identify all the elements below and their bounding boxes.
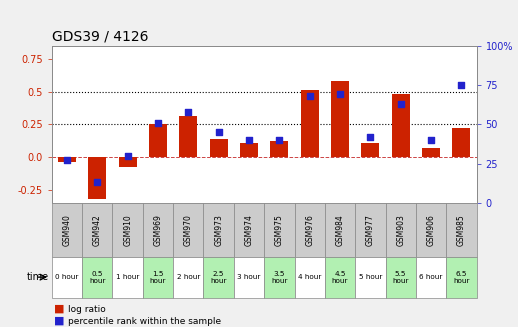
Text: 1.5
hour: 1.5 hour — [150, 271, 166, 284]
Bar — [355, 203, 385, 257]
Bar — [392, 94, 410, 157]
Bar — [446, 257, 477, 298]
Text: 6 hour: 6 hour — [420, 274, 443, 280]
Text: 3.5
hour: 3.5 hour — [271, 271, 287, 284]
Text: 4 hour: 4 hour — [298, 274, 321, 280]
Point — [275, 137, 283, 143]
Bar — [82, 203, 112, 257]
Bar — [416, 203, 446, 257]
Bar — [234, 257, 264, 298]
Bar — [264, 203, 295, 257]
Text: GSM973: GSM973 — [214, 214, 223, 246]
Text: GSM906: GSM906 — [426, 214, 436, 246]
Bar — [119, 157, 137, 167]
Bar — [143, 257, 173, 298]
Bar — [82, 257, 112, 298]
Bar — [234, 203, 264, 257]
Point — [154, 120, 162, 125]
Bar — [325, 203, 355, 257]
Text: percentile rank within the sample: percentile rank within the sample — [68, 317, 222, 326]
Bar — [416, 257, 446, 298]
Text: GSM985: GSM985 — [457, 214, 466, 246]
Point — [214, 129, 223, 135]
Bar — [173, 203, 204, 257]
Text: GSM910: GSM910 — [123, 214, 132, 246]
Bar — [112, 257, 143, 298]
Text: 1 hour: 1 hour — [116, 274, 139, 280]
Point — [397, 101, 405, 107]
Bar — [88, 157, 106, 199]
Point — [427, 137, 435, 143]
Point — [123, 153, 132, 158]
Bar — [355, 257, 385, 298]
Bar — [240, 143, 258, 157]
Point — [366, 134, 375, 139]
Bar — [264, 257, 295, 298]
Bar — [361, 143, 380, 157]
Bar — [112, 203, 143, 257]
Text: GSM976: GSM976 — [305, 214, 314, 246]
Text: 5.5
hour: 5.5 hour — [393, 271, 409, 284]
Bar — [422, 148, 440, 157]
Text: ■: ■ — [54, 316, 65, 326]
Bar — [149, 124, 167, 157]
Bar — [300, 90, 319, 157]
Bar — [452, 128, 470, 157]
Point — [93, 180, 102, 185]
Bar — [385, 203, 416, 257]
Bar — [210, 139, 228, 157]
Text: GSM977: GSM977 — [366, 214, 375, 246]
Text: GSM974: GSM974 — [244, 214, 253, 246]
Text: 6.5
hour: 6.5 hour — [453, 271, 470, 284]
Point — [306, 94, 314, 99]
Bar — [173, 257, 204, 298]
Point — [63, 158, 71, 163]
Text: GSM970: GSM970 — [184, 214, 193, 246]
Text: 5 hour: 5 hour — [358, 274, 382, 280]
Text: GSM942: GSM942 — [93, 214, 102, 246]
Bar — [179, 116, 197, 157]
Text: 2.5
hour: 2.5 hour — [210, 271, 227, 284]
Text: log ratio: log ratio — [68, 304, 106, 314]
Bar — [204, 257, 234, 298]
Text: GSM984: GSM984 — [336, 214, 344, 246]
Bar — [325, 257, 355, 298]
Bar — [331, 81, 349, 157]
Text: GDS39 / 4126: GDS39 / 4126 — [52, 29, 148, 43]
Bar — [270, 141, 289, 157]
Text: 0.5
hour: 0.5 hour — [89, 271, 106, 284]
Bar — [58, 157, 76, 162]
Point — [457, 82, 466, 88]
Text: ■: ■ — [54, 304, 65, 314]
Bar — [204, 203, 234, 257]
Bar — [52, 203, 82, 257]
Bar — [295, 257, 325, 298]
Text: 4.5
hour: 4.5 hour — [332, 271, 348, 284]
Point — [245, 137, 253, 143]
Bar — [52, 257, 82, 298]
Text: GSM969: GSM969 — [153, 214, 163, 246]
Text: GSM940: GSM940 — [63, 214, 71, 246]
Text: 3 hour: 3 hour — [237, 274, 261, 280]
Point — [184, 109, 193, 114]
Point — [336, 92, 344, 97]
Text: 2 hour: 2 hour — [177, 274, 200, 280]
Bar — [295, 203, 325, 257]
Text: GSM975: GSM975 — [275, 214, 284, 246]
Text: GSM903: GSM903 — [396, 214, 405, 246]
Text: time: time — [27, 272, 49, 282]
Text: 0 hour: 0 hour — [55, 274, 79, 280]
Bar — [385, 257, 416, 298]
Bar — [446, 203, 477, 257]
Bar — [143, 203, 173, 257]
